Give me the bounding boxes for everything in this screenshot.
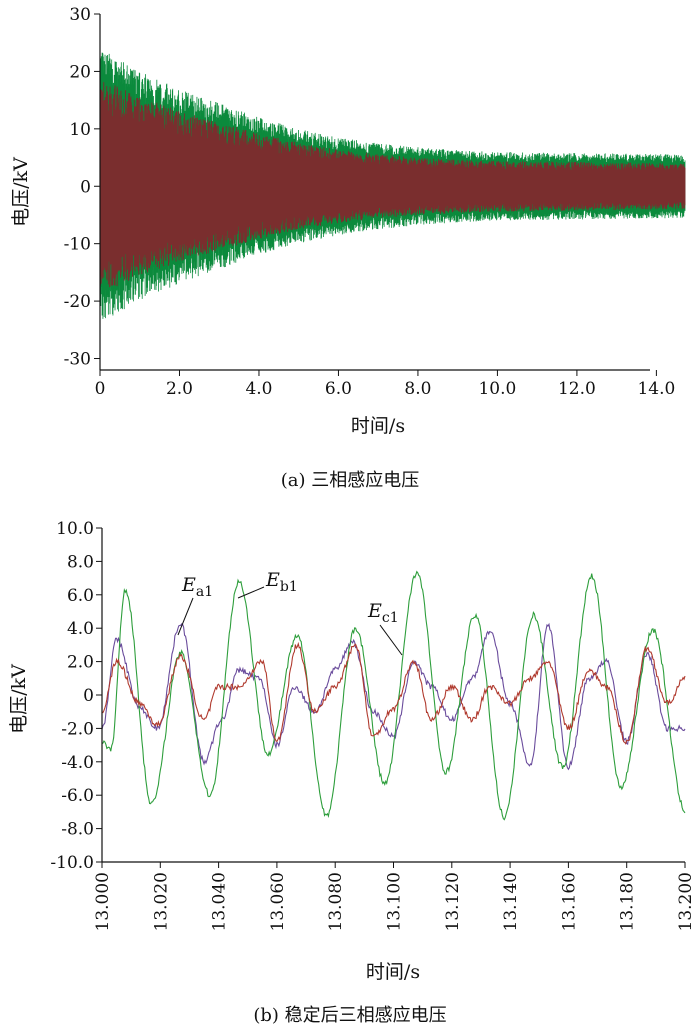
y-tick-label: 4.0 <box>67 619 94 639</box>
y-tick-label: 20 <box>69 62 91 82</box>
x-tick-label: 13.080 <box>326 872 346 931</box>
x-tick-label: 13.180 <box>618 872 638 931</box>
x-tick-label: 10.0 <box>478 379 516 399</box>
x-tick-label: 13.100 <box>385 872 405 931</box>
y-tick-label: 10 <box>69 120 91 140</box>
x-tick-label: 13.000 <box>93 872 113 931</box>
series-line-e-b1 <box>101 570 686 821</box>
y-tick-label: -2.0 <box>61 719 94 739</box>
y-tick-label: 6.0 <box>67 586 94 606</box>
y-tick-label: 10.0 <box>56 519 94 539</box>
series-line-e-a1 <box>101 622 686 771</box>
annotation-label: Eb1 <box>265 569 298 595</box>
x-tick-label: 13.140 <box>501 872 521 931</box>
annotation-leader-line <box>379 624 403 656</box>
x-tick-label: 4.0 <box>245 379 272 399</box>
x-axis-label: 时间/s <box>351 415 405 437</box>
y-tick-label: -10 <box>64 235 91 255</box>
y-tick-label: -8.0 <box>61 820 94 840</box>
x-tick-label: 14.0 <box>637 379 675 399</box>
annotation-label: Ea1 <box>181 574 213 600</box>
caption-b: (b) 稳定后三相感应电压 <box>253 1005 447 1026</box>
y-tick-label: 0 <box>83 686 94 706</box>
x-tick-label: 8.0 <box>404 379 431 399</box>
chart-b: -10.0 -8.0 -6.0 -4.0 -2.0 0 2.0 4.0 6.0 8.0 10.0 13… <box>8 519 696 983</box>
caption-a: (a) 三相感应电压 <box>280 470 420 491</box>
y-tick-label: -4.0 <box>61 753 94 773</box>
y-tick-label: 30 <box>69 5 91 25</box>
y-axis-label: 电压/kV <box>8 664 30 734</box>
x-tick-label: 13.020 <box>151 872 171 931</box>
x-tick-label: 0 <box>95 379 106 399</box>
y-tick-label: 0 <box>80 177 91 197</box>
annotation-leader-line <box>237 586 265 599</box>
annotation-label: Ec1 <box>367 600 399 626</box>
chart-a: -30 -20 -10 0 10 20 30 0 2.0 4.0 6.0 8.0 10.0 12.0 14.… <box>10 5 686 437</box>
x-tick-label: 13.160 <box>559 872 579 931</box>
y-axis-label: 电压/kV <box>10 157 32 227</box>
y-tick-label: -10.0 <box>50 853 94 873</box>
x-tick-label: 13.200 <box>676 872 696 931</box>
x-tick-label: 13.040 <box>210 872 230 931</box>
y-tick-label: -6.0 <box>61 786 94 806</box>
x-tick-label: 12.0 <box>558 379 596 399</box>
x-axis-label: 时间/s <box>366 961 420 983</box>
x-tick-label: 13.060 <box>268 872 288 931</box>
series-line-e-c1 <box>101 641 686 745</box>
y-tick-label: 2.0 <box>67 653 94 673</box>
x-tick-label: 6.0 <box>325 379 352 399</box>
y-tick-label: 8.0 <box>67 552 94 572</box>
y-tick-label: -30 <box>64 350 91 370</box>
x-tick-label: 13.120 <box>443 872 463 931</box>
y-tick-label: -20 <box>64 292 91 312</box>
x-tick-label: 2.0 <box>166 379 193 399</box>
annotation-leader-line <box>177 597 194 636</box>
